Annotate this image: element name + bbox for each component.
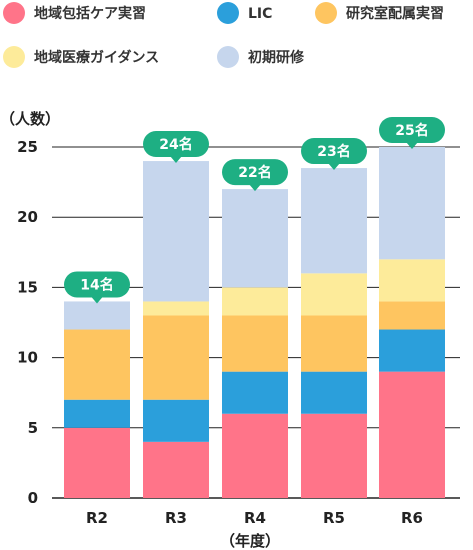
total-badge-pointer	[406, 142, 418, 149]
bar-segment	[301, 413, 367, 498]
bar-segment	[143, 315, 209, 400]
total-label: 14名	[80, 276, 113, 293]
legend-swatch	[217, 2, 239, 24]
total-badge	[222, 159, 288, 186]
bar-segment	[64, 301, 130, 330]
y-tick-label: 10	[17, 349, 38, 367]
bar-segment	[379, 329, 445, 372]
bar-segment	[143, 301, 209, 316]
legend-swatch	[315, 2, 337, 24]
y-tick-label: 25	[17, 138, 38, 156]
y-axis-ticks: 0 5 10 15 20 25	[17, 138, 38, 507]
y-tick-label: 0	[28, 489, 38, 507]
legend-label: LIC	[248, 6, 272, 22]
total-badge-pointer	[91, 296, 103, 304]
x-axis-ticks: R2 R3 R4 R5 R6	[86, 509, 423, 527]
total-badges: 14名 24名 22名 23名 25名	[64, 117, 445, 304]
y-tick-label: 15	[17, 278, 38, 296]
bar-segment	[301, 371, 367, 414]
bar-segment	[301, 315, 367, 372]
total-badge	[64, 271, 130, 298]
x-tick-label: R2	[86, 509, 108, 527]
total-badge-pointer	[249, 184, 261, 192]
legend-label: 地域医療ガイダンス	[34, 49, 159, 66]
bar-segment	[222, 413, 288, 498]
y-tick-label: 5	[28, 419, 38, 437]
bar-segment	[222, 189, 288, 288]
legend-swatch	[3, 46, 25, 68]
x-tick-label: R4	[244, 509, 266, 527]
x-tick-label: R5	[323, 509, 345, 527]
bar-segment	[379, 301, 445, 330]
x-axis-label: （年度）	[220, 532, 280, 550]
bar-segment	[301, 168, 367, 274]
total-label: 25名	[395, 122, 428, 139]
bar-segment	[64, 399, 130, 428]
bar-segment	[379, 371, 445, 498]
bar-segment	[222, 315, 288, 372]
bar-segment	[143, 399, 209, 442]
bar-segment	[301, 273, 367, 316]
bar-segment	[64, 427, 130, 498]
total-badge	[301, 138, 367, 165]
x-tick-label: R6	[401, 509, 423, 527]
bar-segment	[143, 441, 209, 498]
total-badge-pointer	[170, 156, 182, 164]
legend-label: 初期研修	[248, 49, 305, 66]
bar-segment	[64, 329, 130, 400]
total-label: 23名	[317, 143, 350, 160]
total-badge	[379, 117, 445, 143]
legend-label: 地域包括ケア実習	[34, 5, 146, 22]
bar-segment	[222, 287, 288, 316]
legend-swatch	[217, 46, 239, 68]
bar-segment	[379, 259, 445, 302]
bars	[64, 147, 445, 498]
total-badge-pointer	[328, 163, 340, 171]
x-tick-label: R3	[165, 509, 187, 527]
total-label: 24名	[159, 136, 192, 153]
bar-segment	[222, 371, 288, 414]
bar-segment	[379, 147, 445, 260]
legend-label: 研究室配属実習	[346, 5, 444, 22]
bar-segment	[143, 161, 209, 302]
total-badge	[143, 131, 209, 158]
y-axis-label: （人数）	[0, 110, 60, 128]
legend-swatch	[3, 2, 25, 24]
total-label: 22名	[238, 164, 271, 181]
y-tick-label: 20	[17, 208, 38, 226]
